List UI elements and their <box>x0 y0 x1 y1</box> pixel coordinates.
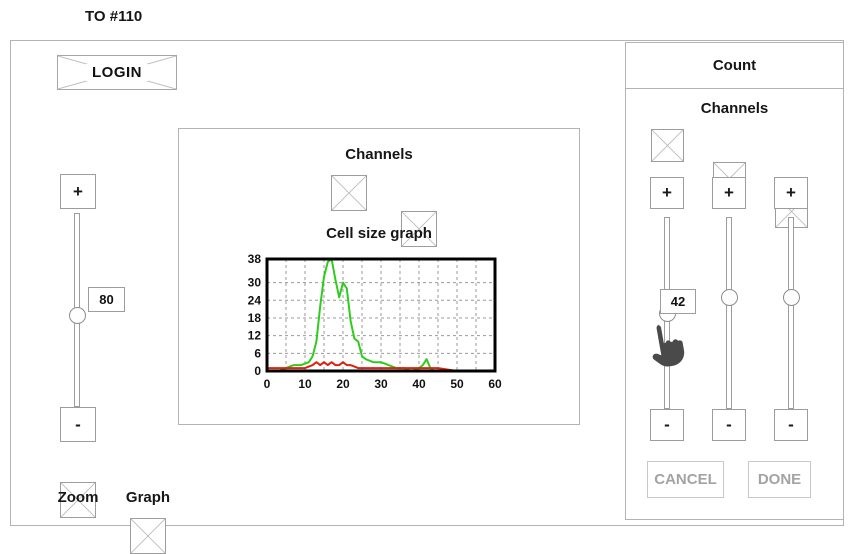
graph-toggle-label: Graph <box>125 489 171 506</box>
x-placeholder-icon <box>61 483 95 517</box>
login-button[interactable]: LOGIN <box>57 55 177 90</box>
svg-text:38: 38 <box>248 252 262 266</box>
svg-text:40: 40 <box>412 377 426 391</box>
svg-text:0: 0 <box>254 364 261 378</box>
channels-label: Channels <box>345 146 413 163</box>
page-title: TO #110 <box>85 8 143 25</box>
graph-toggle[interactable] <box>130 518 166 554</box>
count-slider-2-thumb[interactable] <box>721 289 738 306</box>
svg-text:6: 6 <box>254 346 261 360</box>
count-channel-toggle-1[interactable] <box>651 129 684 162</box>
cell-size-chart: 0 6 12 18 24 30 38 0 10 20 30 40 50 60 <box>248 252 502 391</box>
svg-text:30: 30 <box>374 377 388 391</box>
svg-text:30: 30 <box>248 276 262 290</box>
count-slider-2-increase-button[interactable]: + <box>712 177 746 209</box>
zoom-slider-value: 80 <box>88 287 125 312</box>
zoom-slider-increase-button[interactable]: + <box>60 174 96 209</box>
x-placeholder-icon <box>131 519 165 553</box>
svg-text:0: 0 <box>264 377 271 391</box>
chart-title: Cell size graph <box>326 225 432 242</box>
count-slider-2-track[interactable] <box>726 217 732 409</box>
graph-panel: Channels Cell size graph 0 6 12 18 24 30 38 0 10… <box>178 128 580 425</box>
count-panel: Count Channels + + + 42 - - - <box>625 42 844 520</box>
count-slider-1-increase-button[interactable]: + <box>650 177 684 209</box>
x-placeholder-icon <box>652 130 683 161</box>
count-slider-3-increase-button[interactable]: + <box>774 177 808 209</box>
svg-text:12: 12 <box>248 329 262 343</box>
zoom-slider-thumb[interactable] <box>69 307 86 324</box>
zoom-toggle[interactable] <box>60 482 96 518</box>
count-panel-header: Count <box>626 43 843 89</box>
count-panel-title: Count <box>712 57 757 74</box>
zoom-slider-decrease-button[interactable]: - <box>60 407 96 442</box>
svg-text:50: 50 <box>450 377 464 391</box>
svg-text:60: 60 <box>488 377 502 391</box>
hand-cursor-icon <box>652 324 685 367</box>
done-button[interactable]: DONE <box>748 461 811 498</box>
count-slider-1-value: 42 <box>660 289 696 314</box>
svg-text:18: 18 <box>248 311 262 325</box>
count-slider-2-decrease-button[interactable]: - <box>712 409 746 441</box>
x-placeholder-icon <box>402 212 436 246</box>
count-slider-3-thumb[interactable] <box>783 289 800 306</box>
count-channels-label: Channels <box>700 100 769 117</box>
x-placeholder-icon <box>332 176 366 210</box>
svg-text:24: 24 <box>248 293 262 307</box>
count-slider-3-decrease-button[interactable]: - <box>774 409 808 441</box>
zoom-toggle-label: Zoom <box>57 489 99 506</box>
count-slider-1-decrease-button[interactable]: - <box>650 409 684 441</box>
svg-text:10: 10 <box>298 377 312 391</box>
login-button-label: LOGIN <box>86 64 148 81</box>
count-slider-3-track[interactable] <box>788 217 794 409</box>
channel-toggle-2[interactable] <box>401 211 437 247</box>
cancel-button[interactable]: CANCEL <box>647 461 724 498</box>
channel-toggle-1[interactable] <box>331 175 367 211</box>
svg-text:20: 20 <box>336 377 350 391</box>
